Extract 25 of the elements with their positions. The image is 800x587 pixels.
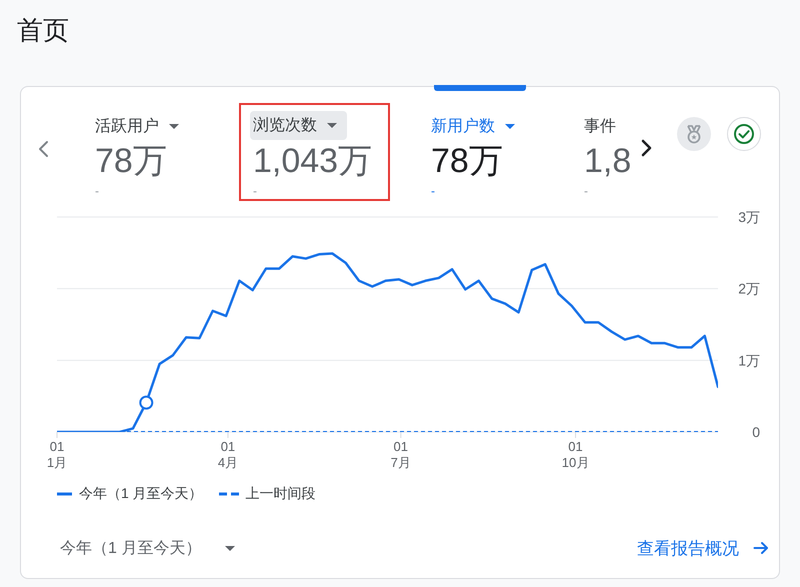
x-tick-label: 01 10月 <box>562 439 590 470</box>
legend-label: 上一时间段 <box>246 485 316 503</box>
x-tick-label: 01 4月 <box>218 439 238 470</box>
text: 1,8 <box>584 142 632 180</box>
text: 今年（1 月至今天） <box>60 538 202 558</box>
text: 活跃用户 <box>95 116 159 136</box>
legend-label: 今年（1 月至今天） <box>79 485 203 503</box>
x-tick-label: 01 1月 <box>46 439 68 470</box>
chart-title: 首页 <box>17 15 69 45</box>
text: - <box>95 184 99 198</box>
text: 1,043万 <box>253 142 372 180</box>
text: - <box>431 184 435 198</box>
y-tick-label: 0 <box>752 424 760 440</box>
text: 查看报告概况 <box>637 538 739 560</box>
y-tick-label: 1万 <box>738 352 760 368</box>
y-tick-label: 2万 <box>738 280 760 297</box>
text: 浏览次数 <box>253 116 317 136</box>
x-tick-label: 01 7月 <box>390 439 411 470</box>
text: 78万 <box>431 142 503 180</box>
text: 新用户数 <box>431 116 495 136</box>
y-tick-label: 3万 <box>738 209 760 225</box>
text: 78万 <box>95 142 167 180</box>
text: - <box>253 184 257 198</box>
text: - <box>584 184 588 198</box>
text: 事件 <box>584 116 616 136</box>
